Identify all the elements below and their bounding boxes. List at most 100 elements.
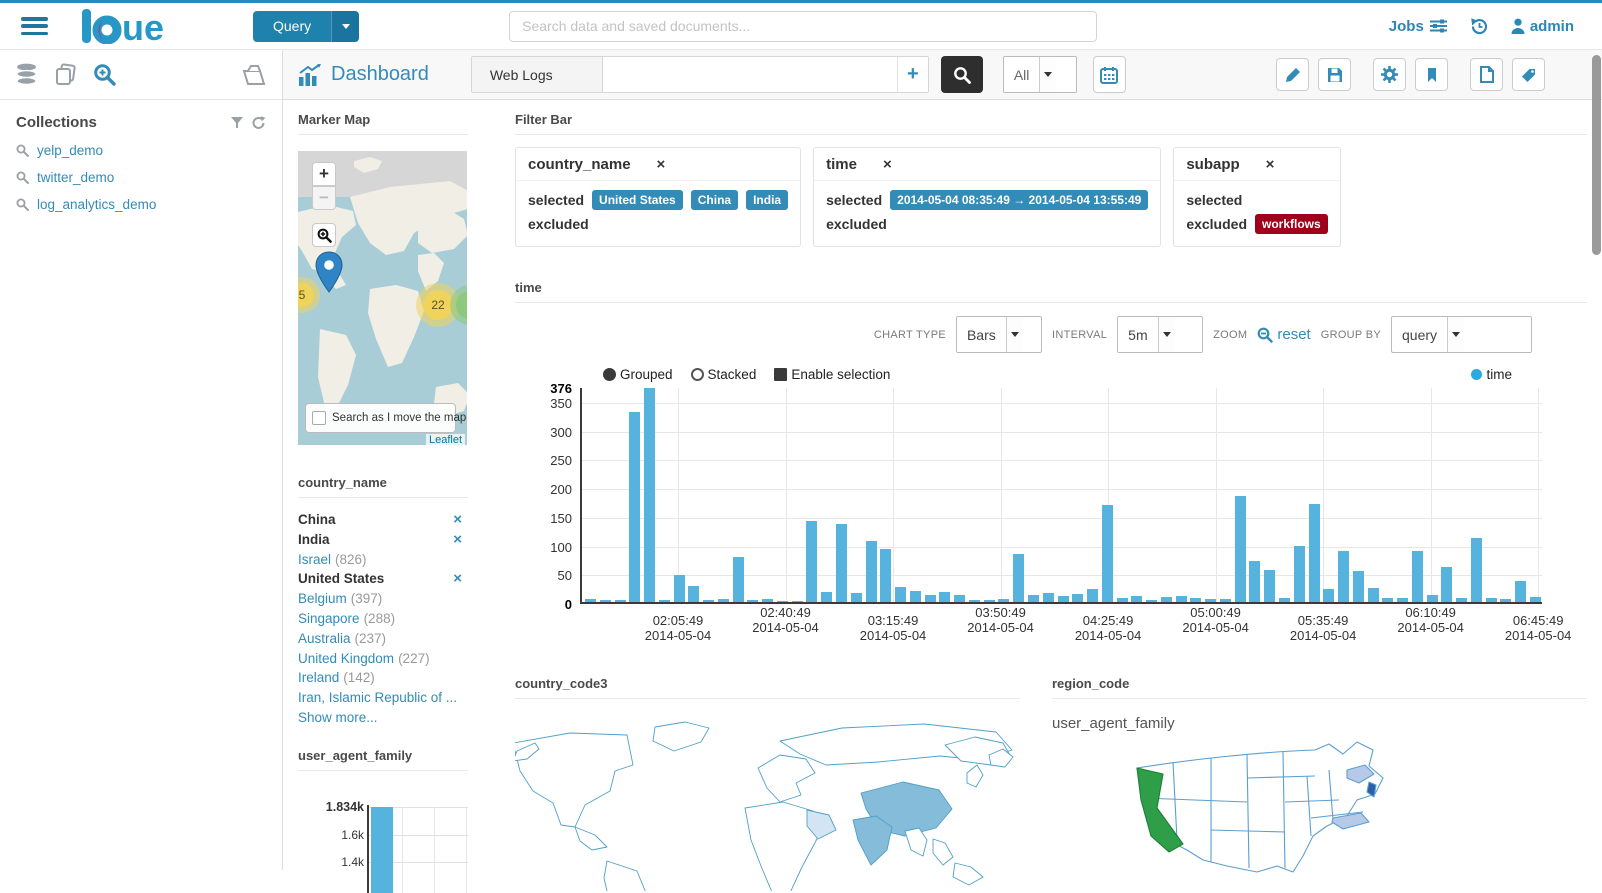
facet-label[interactable]: Australia [298, 630, 351, 646]
time-chart-bar[interactable] [791, 600, 803, 602]
time-chart-bar[interactable] [1456, 598, 1468, 602]
time-chart-bar[interactable] [762, 599, 774, 602]
time-chart-bar[interactable] [1441, 566, 1453, 602]
time-chart-bar[interactable] [1219, 599, 1231, 602]
enable-selection-checkbox[interactable]: Enable selection [774, 367, 890, 382]
time-chart-bar[interactable] [1367, 588, 1379, 602]
jobs-link[interactable]: Jobs [1389, 18, 1447, 35]
time-chart-bar[interactable] [1411, 551, 1423, 602]
facet-label[interactable]: United States [298, 571, 385, 587]
chart-type-select[interactable]: Bars [955, 316, 1042, 353]
global-search-input[interactable] [509, 10, 1098, 42]
facet-label[interactable]: India [298, 531, 330, 547]
time-chart-bar[interactable] [1116, 598, 1128, 602]
time-chart-bar[interactable] [1470, 538, 1482, 602]
time-chart-bar[interactable] [1264, 569, 1276, 602]
show-more-link[interactable]: Show more... [298, 709, 378, 725]
world-choropleth-map[interactable] [515, 713, 1020, 891]
facet-label[interactable]: Iran, Islamic Republic of ... [298, 690, 458, 706]
stacked-radio[interactable]: Stacked [690, 367, 756, 382]
time-chart-bar[interactable] [1500, 599, 1512, 602]
history-icon[interactable] [1469, 17, 1489, 36]
time-chart-bar[interactable] [1530, 597, 1541, 602]
calendar-button[interactable] [1092, 56, 1126, 93]
time-chart-bar[interactable] [1249, 561, 1261, 602]
map-zoom-in-button[interactable]: + [312, 162, 336, 186]
marker-cluster[interactable]: 2 [450, 285, 467, 325]
time-chart-bar[interactable] [1293, 545, 1305, 602]
time-chart-bar[interactable] [599, 600, 611, 602]
time-chart-bar[interactable] [895, 586, 907, 602]
time-chart-bar[interactable] [1278, 598, 1290, 602]
tag-button[interactable] [1512, 58, 1545, 91]
refresh-icon[interactable] [251, 115, 266, 130]
time-chart-bar[interactable] [1013, 553, 1025, 602]
time-chart-bar[interactable] [924, 595, 936, 602]
interval-select[interactable]: 5m [1117, 316, 1204, 353]
settings-button[interactable] [1373, 58, 1406, 91]
time-chart-bar[interactable] [658, 600, 670, 602]
time-chart-bar[interactable] [585, 599, 596, 602]
grouped-radio[interactable]: Grouped [603, 367, 673, 382]
time-chart-bar[interactable] [1072, 594, 1084, 602]
time-chart-bar[interactable] [880, 548, 892, 602]
map-zoom-out-button[interactable]: − [312, 186, 336, 210]
filter-close-icon[interactable]: × [882, 156, 892, 173]
time-chart-bar[interactable] [850, 593, 862, 602]
time-chart-bar[interactable] [1234, 495, 1246, 602]
time-chart-bar[interactable] [836, 524, 848, 602]
time-chart-bar[interactable] [1087, 589, 1099, 602]
time-chart-bar[interactable] [1160, 597, 1172, 602]
documents-icon[interactable] [54, 62, 78, 87]
add-query-button[interactable]: + [896, 57, 928, 92]
time-chart-bar[interactable] [1057, 595, 1069, 602]
database-icon[interactable] [14, 63, 39, 86]
user-menu[interactable]: admin [1511, 18, 1574, 35]
query-button-label[interactable]: Query [253, 10, 332, 42]
zoom-in-icon[interactable] [93, 63, 117, 87]
collection-item[interactable]: twitter_demo [16, 170, 266, 185]
time-chart-bar[interactable] [1205, 599, 1217, 602]
time-chart-bar[interactable] [968, 600, 980, 602]
marker-cluster[interactable]: 5 [298, 277, 320, 313]
time-chart-bar[interactable] [703, 600, 715, 602]
facet-remove-icon[interactable]: × [453, 530, 462, 548]
facet-label[interactable]: United Kingdom [298, 650, 395, 666]
time-chart-bar[interactable] [629, 412, 641, 602]
save-dashboard-button[interactable] [1318, 58, 1351, 91]
time-chart-bar[interactable] [732, 557, 744, 602]
group-by-select[interactable]: query [1391, 316, 1532, 353]
us-states-map[interactable] [1107, 740, 1467, 880]
time-chart-bar[interactable] [1515, 580, 1527, 602]
time-chart-bar[interactable] [1338, 550, 1350, 602]
facet-label[interactable]: Singapore [298, 610, 360, 626]
facet-label[interactable]: Israel [298, 551, 332, 567]
page-scrollbar[interactable] [1592, 55, 1601, 255]
facet-label[interactable]: Belgium [298, 591, 347, 607]
time-chart-bar[interactable] [983, 600, 995, 602]
time-chart-bar[interactable] [1131, 595, 1143, 602]
query-dropdown-caret[interactable] [331, 10, 360, 42]
filter-close-icon[interactable]: × [1265, 156, 1275, 173]
time-chart-bar[interactable] [1146, 600, 1158, 602]
facet-label[interactable]: Ireland [298, 670, 340, 686]
time-filter-select[interactable]: All [1002, 56, 1077, 93]
time-chart-bar[interactable] [1323, 588, 1335, 602]
time-chart-bar[interactable] [998, 598, 1010, 602]
facet-remove-icon[interactable]: × [453, 511, 462, 528]
map-zoom-fit-button[interactable] [312, 223, 336, 247]
time-chart-bar[interactable] [717, 599, 729, 602]
time-chart-bar[interactable] [1308, 504, 1320, 602]
time-chart-bar[interactable] [688, 585, 700, 602]
query-button[interactable]: Query [253, 10, 360, 42]
collection-item[interactable]: yelp_demo [16, 143, 266, 158]
zoom-reset-link[interactable]: reset [1257, 326, 1311, 343]
time-chart-bar[interactable] [821, 591, 833, 602]
ua-chart-bar[interactable] [371, 806, 393, 893]
time-chart-bar[interactable] [806, 521, 818, 602]
time-chart-bar[interactable] [1101, 504, 1113, 602]
collection-item[interactable]: log_analytics_demo [16, 197, 266, 212]
time-chart-bar[interactable] [644, 388, 656, 602]
time-chart-bar[interactable] [1426, 594, 1438, 602]
time-chart-bar[interactable] [939, 592, 951, 602]
